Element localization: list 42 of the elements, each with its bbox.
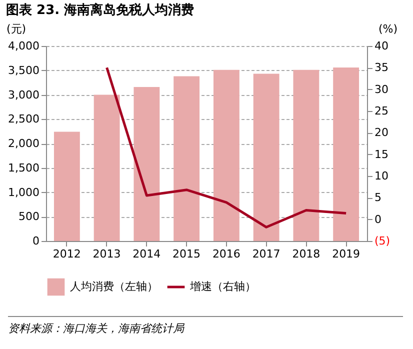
y2-tick-label: 15 (374, 148, 388, 161)
y2-tick-label: 35 (374, 61, 388, 74)
y-tick-label: 1,000 (8, 186, 40, 199)
text: 资料来源：海口海关，海南省统计局 (8, 316, 403, 336)
bar (293, 70, 320, 241)
x-tick-label: 2018 (292, 248, 320, 260)
y2-tick-label: 25 (374, 104, 388, 118)
bar (333, 67, 360, 241)
bar (54, 132, 80, 241)
y-tick-label: 2,500 (8, 112, 40, 126)
y-tick-label: 4,000 (8, 40, 40, 52)
x-tick-label: 2019 (332, 248, 360, 260)
y2-tick-label: 0 (374, 212, 382, 226)
y-tick-label: 0 (32, 234, 40, 248)
x-tick-label: 2016 (212, 248, 240, 260)
y-tick-label: 2,000 (8, 137, 40, 150)
bar (94, 94, 120, 241)
bar (134, 86, 160, 241)
chart-title: 图表 23. 海南离岛免税人均消费 (6, 2, 194, 18)
y-tick-label: 3,500 (8, 64, 40, 77)
x-tick-label: 2012 (52, 248, 81, 260)
y2-tick-label: 5 (374, 191, 382, 204)
y2-tick-label: 10 (374, 170, 388, 182)
y-tick-label: 3,000 (8, 88, 40, 102)
y2-axis-title: (%) (378, 22, 398, 36)
x-tick-label: 2013 (92, 248, 121, 260)
y-axis-title: (元) (6, 22, 26, 36)
bar (213, 70, 240, 241)
line-series (106, 66, 348, 228)
x-tick-label: 2014 (132, 248, 161, 260)
legend-label: 增速（右轴） (189, 280, 256, 293)
y-tick-label: 1,500 (8, 161, 40, 174)
y2-tick-label: 20 (374, 126, 388, 140)
y2-tick-label: 40 (374, 40, 388, 52)
y2-tick-label: 30 (374, 82, 388, 96)
bar (174, 76, 200, 241)
legend-label: 人均消费（左轴） (70, 280, 158, 293)
y2-tick-label: (5) (374, 234, 390, 248)
x-tick-label: 2017 (252, 248, 280, 260)
x-tick-label: 2015 (172, 248, 201, 260)
bar (253, 74, 280, 241)
y-tick-label: 500 (18, 210, 40, 224)
